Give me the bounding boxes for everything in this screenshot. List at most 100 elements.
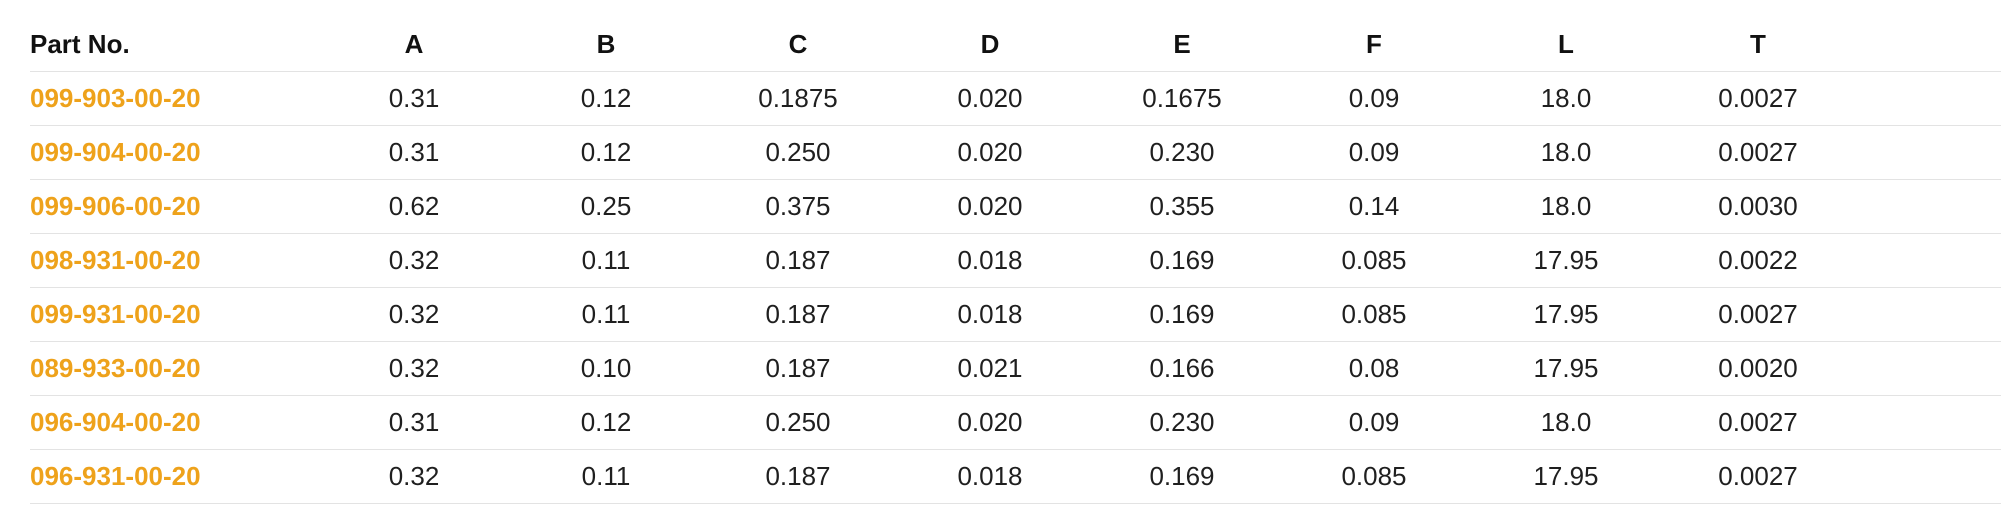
table-body: 099-903-00-20 0.31 0.12 0.1875 0.020 0.1… [30, 71, 2001, 504]
value-l-cell: 18.0 [1470, 125, 1662, 180]
header-a: A [318, 18, 510, 72]
table-row: 096-904-00-20 0.31 0.12 0.250 0.020 0.23… [30, 395, 2001, 450]
value-d-cell: 0.018 [894, 287, 1086, 342]
value-c-cell: 0.187 [702, 341, 894, 396]
value-c-cell: 0.375 [702, 179, 894, 234]
header-e: E [1086, 18, 1278, 72]
value-a-cell: 0.32 [318, 287, 510, 342]
value-d-cell: 0.018 [894, 233, 1086, 288]
part-no-cell: 099-903-00-20 [30, 71, 318, 126]
value-e-cell: 0.1675 [1086, 71, 1278, 126]
part-no-cell: 089-933-00-20 [30, 341, 318, 396]
part-no-cell: 098-931-00-20 [30, 233, 318, 288]
value-a-cell: 0.32 [318, 449, 510, 504]
value-c-cell: 0.187 [702, 287, 894, 342]
header-b: B [510, 18, 702, 72]
part-no-link[interactable]: 096-904-00-20 [30, 407, 201, 437]
value-t-cell: 0.0027 [1662, 287, 1854, 342]
value-a-cell: 0.31 [318, 125, 510, 180]
part-no-link[interactable]: 099-903-00-20 [30, 83, 201, 113]
value-b-cell: 0.11 [510, 287, 702, 342]
value-f-cell: 0.085 [1278, 287, 1470, 342]
value-f-cell: 0.085 [1278, 449, 1470, 504]
table-row: 099-906-00-20 0.62 0.25 0.375 0.020 0.35… [30, 179, 2001, 234]
value-t-cell: 0.0027 [1662, 125, 1854, 180]
part-no-link[interactable]: 099-906-00-20 [30, 191, 201, 221]
parts-table-container: Part No. A B C D E F L T 099-903-00-20 0… [30, 18, 2001, 504]
value-e-cell: 0.230 [1086, 125, 1278, 180]
value-l-cell: 17.95 [1470, 449, 1662, 504]
header-l: L [1470, 18, 1662, 72]
value-e-cell: 0.166 [1086, 341, 1278, 396]
part-no-link[interactable]: 099-904-00-20 [30, 137, 201, 167]
parts-dimensions-table: Part No. A B C D E F L T 099-903-00-20 0… [30, 18, 2001, 504]
table-row: 099-904-00-20 0.31 0.12 0.250 0.020 0.23… [30, 125, 2001, 180]
value-d-cell: 0.020 [894, 125, 1086, 180]
value-c-cell: 0.250 [702, 395, 894, 450]
value-l-cell: 18.0 [1470, 179, 1662, 234]
value-b-cell: 0.25 [510, 179, 702, 234]
part-no-cell: 099-906-00-20 [30, 179, 318, 234]
value-b-cell: 0.11 [510, 233, 702, 288]
value-t-cell: 0.0030 [1662, 179, 1854, 234]
value-c-cell: 0.187 [702, 233, 894, 288]
value-f-cell: 0.09 [1278, 125, 1470, 180]
part-no-cell: 099-904-00-20 [30, 125, 318, 180]
header-row: Part No. A B C D E F L T [30, 18, 2001, 72]
value-e-cell: 0.169 [1086, 233, 1278, 288]
value-l-cell: 18.0 [1470, 71, 1662, 126]
value-d-cell: 0.021 [894, 341, 1086, 396]
part-no-link[interactable]: 098-931-00-20 [30, 245, 201, 275]
value-a-cell: 0.62 [318, 179, 510, 234]
header-spacer [1854, 18, 2001, 72]
value-f-cell: 0.085 [1278, 233, 1470, 288]
value-f-cell: 0.08 [1278, 341, 1470, 396]
value-a-cell: 0.32 [318, 233, 510, 288]
value-c-cell: 0.1875 [702, 71, 894, 126]
table-row: 096-931-00-20 0.32 0.11 0.187 0.018 0.16… [30, 449, 2001, 504]
value-l-cell: 18.0 [1470, 395, 1662, 450]
value-f-cell: 0.09 [1278, 71, 1470, 126]
value-b-cell: 0.10 [510, 341, 702, 396]
spacer-cell [1854, 125, 2001, 180]
part-no-link[interactable]: 089-933-00-20 [30, 353, 201, 383]
spacer-cell [1854, 341, 2001, 396]
value-b-cell: 0.12 [510, 395, 702, 450]
spacer-cell [1854, 233, 2001, 288]
value-t-cell: 0.0020 [1662, 341, 1854, 396]
table-row: 099-931-00-20 0.32 0.11 0.187 0.018 0.16… [30, 287, 2001, 342]
value-e-cell: 0.169 [1086, 287, 1278, 342]
table-header: Part No. A B C D E F L T [30, 18, 2001, 72]
value-f-cell: 0.14 [1278, 179, 1470, 234]
value-a-cell: 0.31 [318, 71, 510, 126]
value-e-cell: 0.169 [1086, 449, 1278, 504]
value-l-cell: 17.95 [1470, 341, 1662, 396]
header-part-no: Part No. [30, 18, 318, 72]
value-t-cell: 0.0022 [1662, 233, 1854, 288]
value-l-cell: 17.95 [1470, 233, 1662, 288]
part-no-link[interactable]: 096-931-00-20 [30, 461, 201, 491]
value-e-cell: 0.230 [1086, 395, 1278, 450]
value-e-cell: 0.355 [1086, 179, 1278, 234]
header-t: T [1662, 18, 1854, 72]
value-t-cell: 0.0027 [1662, 449, 1854, 504]
spacer-cell [1854, 71, 2001, 126]
header-f: F [1278, 18, 1470, 72]
value-a-cell: 0.31 [318, 395, 510, 450]
value-b-cell: 0.12 [510, 125, 702, 180]
value-f-cell: 0.09 [1278, 395, 1470, 450]
value-b-cell: 0.12 [510, 71, 702, 126]
value-c-cell: 0.250 [702, 125, 894, 180]
part-no-cell: 096-904-00-20 [30, 395, 318, 450]
value-d-cell: 0.020 [894, 71, 1086, 126]
header-d: D [894, 18, 1086, 72]
part-no-cell: 096-931-00-20 [30, 449, 318, 504]
value-b-cell: 0.11 [510, 449, 702, 504]
part-no-cell: 099-931-00-20 [30, 287, 318, 342]
part-no-link[interactable]: 099-931-00-20 [30, 299, 201, 329]
spacer-cell [1854, 395, 2001, 450]
value-a-cell: 0.32 [318, 341, 510, 396]
value-d-cell: 0.018 [894, 449, 1086, 504]
value-t-cell: 0.0027 [1662, 71, 1854, 126]
table-row: 089-933-00-20 0.32 0.10 0.187 0.021 0.16… [30, 341, 2001, 396]
